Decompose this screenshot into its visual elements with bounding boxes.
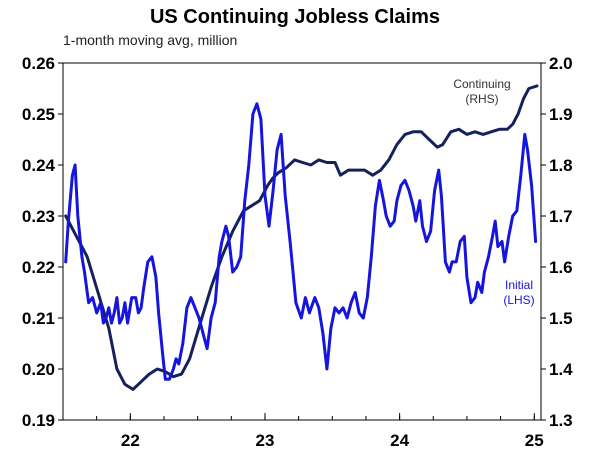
series-label-initial: Initial [505,278,533,292]
left-tick-label: 0.23 [22,207,55,226]
x-tick-label: 24 [390,431,409,450]
x-tick-label: 22 [121,431,140,450]
right-tick-label: 1.7 [549,207,573,226]
right-tick-label: 2.0 [549,54,573,73]
plot-frame [62,62,542,421]
left-tick-label: 0.19 [22,411,55,430]
right-tick-label: 1.6 [549,258,573,277]
series-label-continuing: Continuing [453,77,510,91]
series-line-initial [64,102,538,381]
left-axis: 0.19 0.20 0.21 0.22 0.23 0.24 0.25 0.26 [22,54,63,430]
x-tick-label: 25 [525,431,544,450]
right-tick-label: 1.4 [549,360,573,379]
left-tick-label: 0.20 [22,360,55,379]
right-tick-label: 1.8 [549,156,573,175]
chart-subtitle: 1-month moving avg, million [63,32,237,48]
series-line-continuing [64,84,539,391]
right-tick-label: 1.9 [549,105,573,124]
right-axis: 1.3 1.4 1.5 1.6 1.7 1.8 1.9 2.0 [541,54,573,430]
chart-title: US Continuing Jobless Claims [150,6,440,28]
left-tick-label: 0.21 [22,309,55,328]
left-tick-label: 0.24 [22,156,56,175]
series-labels: Continuing(RHS) Initial(LHS) [453,77,534,307]
left-tick-label: 0.25 [22,105,55,124]
left-tick-label: 0.26 [22,54,55,73]
series-label-continuing: (RHS) [465,92,498,106]
left-tick-label: 0.22 [22,258,55,277]
series-layer [64,84,539,391]
x-axis: 22 23 24 25 [62,413,544,450]
right-tick-label: 1.3 [549,411,573,430]
series-label-initial: (LHS) [503,293,534,307]
right-tick-label: 1.5 [549,309,573,328]
x-tick-label: 23 [256,431,275,450]
